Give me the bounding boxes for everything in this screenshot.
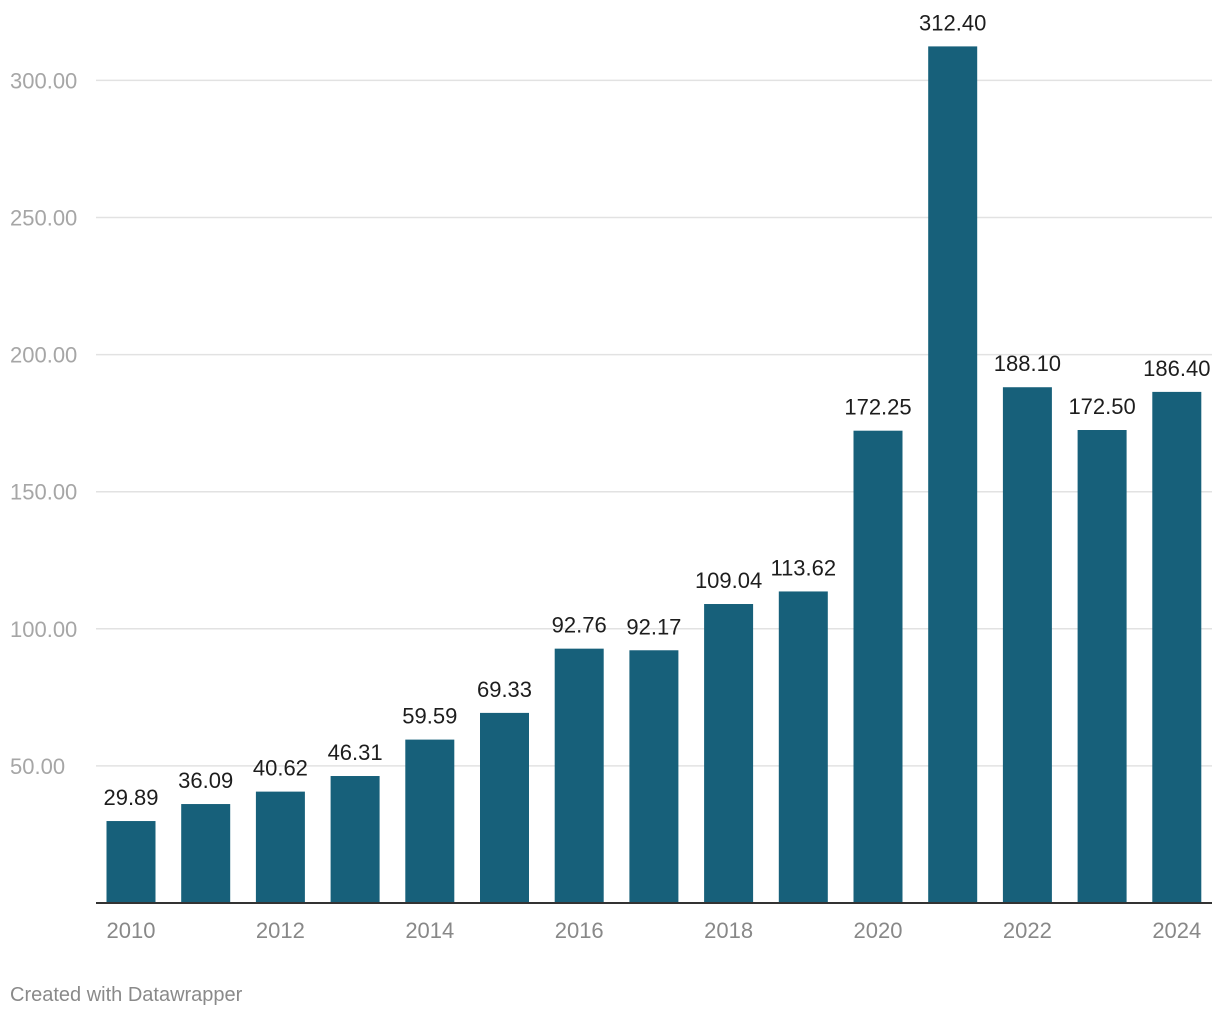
y-axis-tick-labels: 50.00 100.00 150.00 200.00 250.00 300.00 [10,68,77,779]
bar-value-label-2015: 69.33 [477,677,532,702]
x-tick-label-2014: 2014 [405,918,454,943]
bar-value-label-2019: 113.62 [770,555,836,580]
bars [106,46,1202,904]
y-tick-label: 200.00 [10,343,77,368]
bar-2019 [778,591,828,903]
bar-2017 [629,650,679,903]
bar-value-label-2016: 92.76 [552,613,607,638]
datawrapper-credit: Created with Datawrapper [10,984,243,1006]
x-tick-label-2022: 2022 [1003,918,1052,943]
bar-value-label-2011: 36.09 [178,768,233,793]
bar-2023 [1077,430,1127,903]
bar-2018 [704,604,754,903]
bar-2010 [106,821,156,903]
bar-2013 [330,776,380,903]
bar-2024 [1152,391,1202,903]
bar-value-label-2013: 46.31 [328,740,383,765]
bar-2015 [480,712,529,903]
bar-value-label-2020: 172.25 [844,395,911,420]
bar-value-label-2012: 40.62 [253,756,308,781]
x-tick-label-2018: 2018 [704,918,753,943]
y-tick-label: 250.00 [10,206,77,231]
bar-value-label-2023: 172.50 [1068,394,1135,419]
x-tick-label-2012: 2012 [256,918,305,943]
bar-2022 [1002,387,1052,903]
bar-value-label-2021: 312.40 [919,10,986,35]
x-tick-label-2010: 2010 [107,918,156,943]
x-axis-tick-labels: 2010 2012 2014 2016 2018 2020 2022 2024 [107,918,1202,943]
bar-value-label-2024: 186.40 [1143,356,1210,381]
x-tick-label-2024: 2024 [1152,918,1201,943]
bar-2016 [554,648,604,903]
y-tick-label: 50.00 [10,754,65,779]
x-tick-label-2016: 2016 [555,918,604,943]
bar-value-labels: 29.89 36.09 40.62 46.31 59.59 69.33 92.76 92.17… [103,10,1210,810]
bar-value-label-2018: 109.04 [695,568,762,593]
bar-2012 [255,791,305,903]
bar-2020 [853,430,903,903]
bar-2021 [928,46,978,904]
bar-2011 [181,804,231,903]
bar-2014 [405,739,455,903]
bar-value-label-2022: 188.10 [994,351,1061,376]
bar-value-label-2014: 59.59 [402,704,457,729]
bar-value-label-2010: 29.89 [103,785,158,810]
x-tick-label-2020: 2020 [854,918,903,943]
y-tick-label: 150.00 [10,480,77,505]
y-tick-label: 100.00 [10,617,77,642]
bar-value-label-2017: 92.17 [626,614,681,639]
y-tick-label: 300.00 [10,68,77,93]
